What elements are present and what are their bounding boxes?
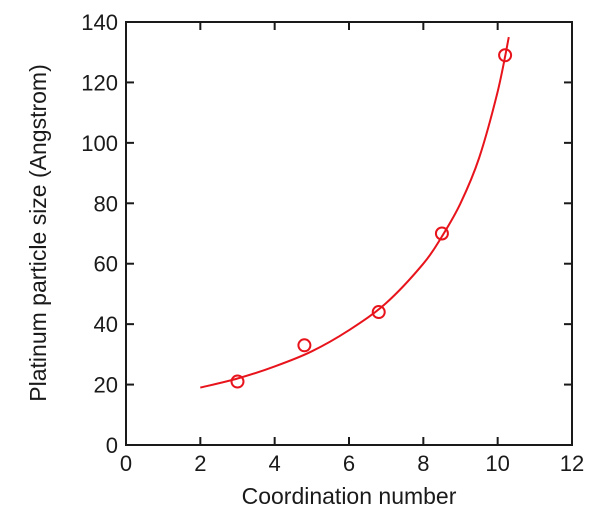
y-tick-label: 60 bbox=[94, 252, 118, 277]
x-tick-label: 2 bbox=[194, 451, 206, 476]
data-point bbox=[297, 338, 312, 353]
x-axis-label: Coordination number bbox=[242, 483, 457, 509]
data-point bbox=[371, 305, 386, 320]
data-point bbox=[434, 226, 449, 241]
y-tick-label: 80 bbox=[94, 191, 118, 216]
data-points bbox=[230, 48, 513, 389]
x-tick-label: 8 bbox=[417, 451, 429, 476]
y-axis-label: Platinum particle size (Angstrom) bbox=[25, 64, 51, 401]
x-tick-label: 6 bbox=[343, 451, 355, 476]
y-tick-label: 100 bbox=[81, 131, 118, 156]
x-axis-ticks: 0 2 4 6 8 10 12 bbox=[120, 22, 584, 476]
plot-frame bbox=[125, 21, 573, 446]
x-tick-label: 12 bbox=[560, 451, 584, 476]
y-tick-label: 0 bbox=[106, 433, 118, 458]
x-tick-label: 10 bbox=[485, 451, 509, 476]
data-point bbox=[498, 48, 513, 63]
x-tick-label: 0 bbox=[120, 451, 132, 476]
y-tick-label: 120 bbox=[81, 70, 118, 95]
data-point bbox=[230, 374, 245, 389]
y-axis-ticks: 0 20 40 60 80 100 120 140 bbox=[81, 10, 572, 458]
y-tick-label: 20 bbox=[94, 373, 118, 398]
fit-curve bbox=[200, 36, 510, 389]
y-tick-label: 40 bbox=[94, 312, 118, 337]
x-tick-label: 4 bbox=[269, 451, 281, 476]
y-tick-label: 140 bbox=[81, 10, 118, 35]
